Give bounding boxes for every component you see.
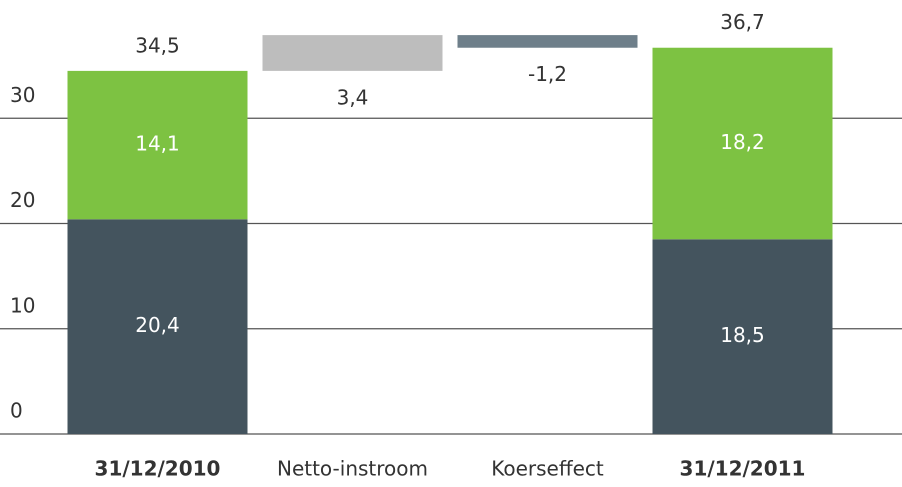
y-tick-label: 20 [10, 188, 35, 212]
bar-segment [67, 219, 248, 434]
y-tick-label: 10 [10, 293, 35, 317]
bar-segment [652, 47, 833, 240]
y-tick-label: 0 [10, 399, 23, 423]
change-bar [457, 35, 638, 48]
y-tick-label: 30 [10, 83, 35, 107]
x-tick-label: Netto-instroom [277, 457, 428, 481]
change-label: -1,2 [528, 62, 567, 86]
x-tick-label: Koerseffect [491, 457, 604, 481]
segment-label: 14,1 [135, 132, 180, 156]
change-label: 3,4 [337, 85, 369, 109]
segment-label: 18,2 [720, 130, 765, 154]
x-tick-label: 31/12/2010 [95, 457, 221, 481]
change-bar [262, 35, 443, 71]
bar-segment [652, 239, 833, 434]
segment-label: 20,4 [135, 313, 180, 337]
x-tick-label: 31/12/2011 [680, 457, 806, 481]
segment-label: 18,5 [720, 323, 765, 347]
total-label: 34,5 [135, 33, 180, 57]
total-label: 36,7 [720, 10, 765, 34]
bar-segment [67, 70, 248, 220]
